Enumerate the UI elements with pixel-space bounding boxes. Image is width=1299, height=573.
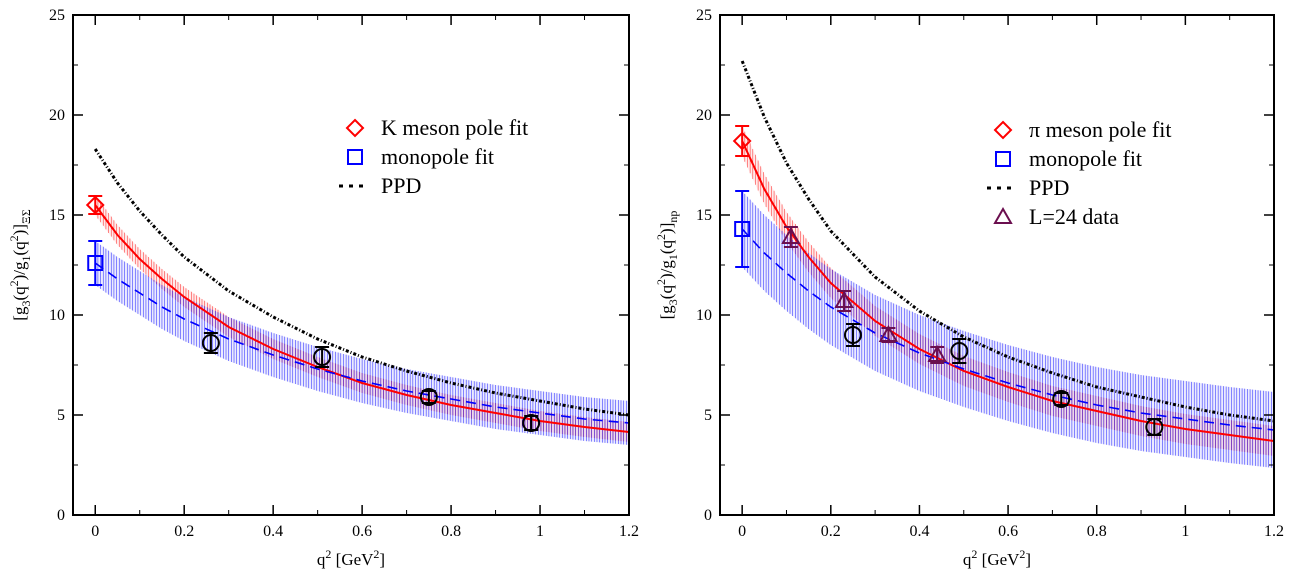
extrapolated-point [732,131,752,151]
legend-label: PPD [1029,175,1069,200]
legend-swatch-square [995,151,1011,167]
legend-swatch-diamond [345,118,365,138]
l24-data-point [781,226,801,244]
x-tick-label: 0.6 [352,523,372,540]
x-tick-label: 1 [1181,523,1189,540]
y-axis-label: [g3(q2)/g1(q2)]np [654,211,680,320]
x-tick-label: 1.2 [619,523,639,540]
data-point [313,348,332,366]
l24-data-point [927,344,947,362]
legend-label: monopole fit [1029,146,1142,171]
data-point [843,326,862,344]
legend-label: monopole fit [381,144,494,169]
legend-swatch-square [347,149,363,165]
y-tick-label: 10 [696,307,712,324]
extrapolated-point [87,255,104,271]
legend-swatch-diamond [993,120,1013,140]
curve-dash-dot [93,148,629,417]
x-tick-label: 0 [738,523,746,540]
x-tick-label: 0.8 [1087,523,1107,540]
data-point [522,414,541,432]
y-tick-label: 5 [57,407,65,424]
l24-data-point [834,290,854,308]
plot-area [732,60,1274,468]
x-tick-label: 0.8 [441,523,461,540]
x-tick-label: 0.2 [174,523,194,540]
extrapolated-point [734,221,751,237]
x-tick-label: 0.4 [263,523,283,540]
x-tick-label: 0.2 [821,523,841,540]
y-tick-label: 25 [696,7,712,24]
curve-dashed [94,262,629,424]
x-tick-label: 1 [536,523,544,540]
x-tick-label: 1.2 [1264,523,1284,540]
data-point [1052,390,1071,408]
y-tick-label: 15 [696,207,712,224]
curve-dash-dot [740,60,1274,423]
legend-label: L=24 data [1029,204,1119,229]
legend-label: PPD [381,173,421,198]
data-point [201,334,220,352]
y-tick-label: 15 [49,207,65,224]
chart-panel-1: 0 0.2 0.4 0.6 0.8 1 1.2 0 5 10 15 20 25 q2 [GeV2] [g3(… [7,7,639,569]
extrapolated-point [85,195,105,215]
curve-solid [741,140,1274,442]
curve-dashed [741,228,1274,431]
y-tick-label: 25 [49,7,65,24]
y-tick-label: 20 [49,107,65,124]
x-axis-label: q2 [GeV2] [963,547,1031,569]
x-axis-label: q2 [GeV2] [317,547,385,569]
legend: π meson pole fit monopole fit PPD L=24 data [987,117,1171,229]
l24-data-point [878,324,899,342]
x-tick-label: 0 [91,523,99,540]
y-tick-label: 0 [704,507,712,524]
y-axis-label: [g3(q2)/g1(q2)]ΞΣ [7,209,33,320]
data-point [419,388,438,406]
chart-panel-2: 0 0.2 0.4 0.6 0.8 1 1.2 0 5 10 15 20 25 q2 [GeV2] [g3(… [654,7,1284,569]
legend-label: K meson pole fit [381,115,528,140]
y-tick-label: 0 [57,507,65,524]
legend-swatch-triangle [993,206,1013,224]
x-tick-label: 0.6 [998,523,1018,540]
y-tick-label: 10 [49,307,65,324]
plot-area [85,148,629,445]
data-point [1145,418,1164,436]
data-point [950,342,969,360]
x-tick-label: 0.4 [909,523,929,540]
y-tick-label: 20 [696,107,712,124]
y-tick-label: 5 [704,407,712,424]
legend: K meson pole fit monopole fit PPD [339,115,528,198]
legend-label: π meson pole fit [1029,117,1171,142]
